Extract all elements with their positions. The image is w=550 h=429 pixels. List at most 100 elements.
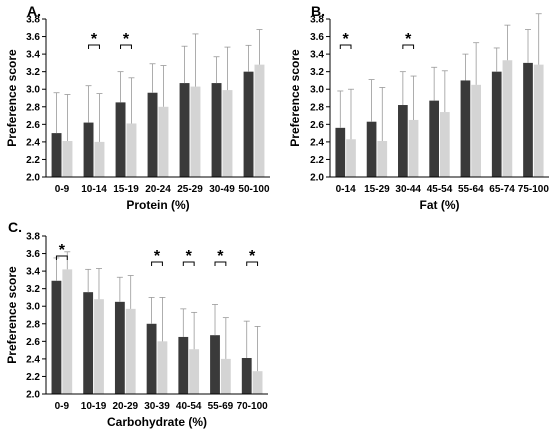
significance-bracket	[339, 44, 352, 49]
bar	[51, 133, 62, 177]
x-tick-label: 0-9	[55, 401, 70, 412]
bar	[62, 269, 73, 394]
significance-asterisk: *	[154, 248, 161, 265]
x-tick-label: 10-19	[81, 401, 107, 412]
x-tick-label: 70-100	[237, 401, 269, 412]
y-tick-label: 2.2	[26, 372, 40, 383]
significance-bracket	[214, 261, 227, 266]
x-tick-label: 75-100	[518, 184, 550, 195]
bar	[460, 80, 471, 177]
panel-label: A.	[27, 3, 41, 19]
bar	[398, 105, 408, 177]
bar	[220, 358, 231, 394]
bar	[179, 83, 190, 177]
y-axis-title: Preference score	[5, 49, 19, 147]
bar	[222, 90, 233, 177]
x-tick-label: 0-9	[55, 184, 70, 195]
x-tick-label: 30-39	[144, 401, 170, 412]
bar	[83, 292, 94, 394]
bar	[408, 119, 419, 177]
bar	[94, 299, 104, 394]
y-tick-label: 2.8	[310, 102, 324, 113]
y-tick-label: 3.8	[310, 15, 324, 26]
bar	[210, 335, 220, 394]
bar	[377, 141, 388, 177]
y-tick-label: 2.2	[26, 155, 40, 166]
y-tick-label: 3.0	[26, 302, 40, 313]
panel-3: C. 2.0 2.2 2.4 2.6 2.8 3.0 3.2 3.4 3.6 3.8 * * * * * 0-9…	[5, 219, 268, 429]
y-axis-title: Preference score	[288, 49, 302, 147]
bar	[94, 141, 105, 177]
bar	[189, 349, 200, 394]
significance-asterisk: *	[186, 248, 193, 265]
significance-asterisk: *	[59, 242, 66, 259]
y-tick-label: 2.6	[26, 337, 40, 348]
y-tick-label: 2.0	[26, 173, 40, 184]
y-tick-label: 3.0	[26, 85, 40, 96]
bar	[241, 358, 252, 394]
x-tick-label: 15-29	[364, 184, 390, 195]
panel-2: B. 2.0 2.2 2.4 2.6 2.8 3.0 3.2 3.4 3.6 3.8 * * 0-14 15…	[288, 3, 549, 212]
y-tick-label: 2.8	[26, 102, 40, 113]
significance-bracket	[88, 44, 100, 49]
significance-bracket	[120, 44, 132, 49]
x-tick-label: 30-49	[209, 184, 235, 195]
x-tick-label: 0-14	[336, 184, 356, 195]
y-axis-title: Preference score	[5, 266, 19, 364]
significance-asterisk: *	[343, 31, 350, 48]
y-tick-label: 3.6	[310, 32, 324, 43]
significance-bracket	[402, 44, 415, 49]
y-tick-label: 3.4	[26, 267, 40, 278]
significance-asterisk: *	[217, 248, 224, 265]
bar	[114, 301, 125, 394]
significance-bracket	[55, 255, 68, 260]
x-tick-label: 20-29	[112, 401, 138, 412]
x-axis-title: Fat (%)	[420, 198, 460, 212]
x-tick-label: 40-54	[176, 401, 202, 412]
y-tick-label: 3.2	[26, 284, 40, 295]
bar	[502, 60, 513, 177]
y-tick-label: 2.2	[310, 155, 324, 166]
x-tick-label: 65-74	[489, 184, 515, 195]
bar	[178, 336, 189, 394]
panel-label: B.	[311, 3, 325, 19]
bar	[366, 121, 377, 177]
y-tick-label: 2.4	[26, 354, 40, 365]
significance-bracket	[182, 261, 195, 266]
bar	[211, 83, 222, 177]
panel-label: C.	[8, 219, 22, 235]
bar	[335, 127, 346, 177]
bar	[51, 280, 62, 394]
bar	[157, 341, 168, 394]
bar	[158, 106, 169, 177]
x-tick-label: 50-100	[238, 184, 270, 195]
significance-bracket	[151, 261, 163, 266]
x-tick-label: 55-64	[458, 184, 484, 195]
y-tick-label: 2.4	[310, 137, 324, 148]
x-tick-label: 15-19	[113, 184, 139, 195]
x-tick-label: 55-69	[208, 401, 234, 412]
bar	[83, 122, 94, 177]
significance-asterisk: *	[249, 248, 256, 265]
y-tick-label: 3.2	[26, 67, 40, 78]
bar	[429, 100, 439, 177]
y-tick-label: 3.4	[26, 50, 40, 61]
bar	[252, 371, 263, 394]
bar	[254, 64, 265, 177]
y-tick-label: 3.4	[310, 50, 324, 61]
bar	[523, 62, 533, 178]
x-tick-label: 10-14	[81, 184, 107, 195]
bar	[146, 323, 157, 394]
bar	[471, 84, 481, 177]
bar	[533, 64, 544, 177]
y-tick-label: 2.6	[310, 120, 324, 131]
y-tick-label: 3.2	[310, 67, 324, 78]
x-axis-title: Carbohydrate (%)	[107, 415, 207, 429]
bar	[62, 141, 73, 177]
bar	[147, 92, 158, 177]
y-tick-label: 2.0	[26, 390, 40, 401]
y-tick-label: 2.0	[310, 173, 324, 184]
bar	[115, 102, 126, 177]
y-tick-label: 3.6	[26, 32, 40, 43]
